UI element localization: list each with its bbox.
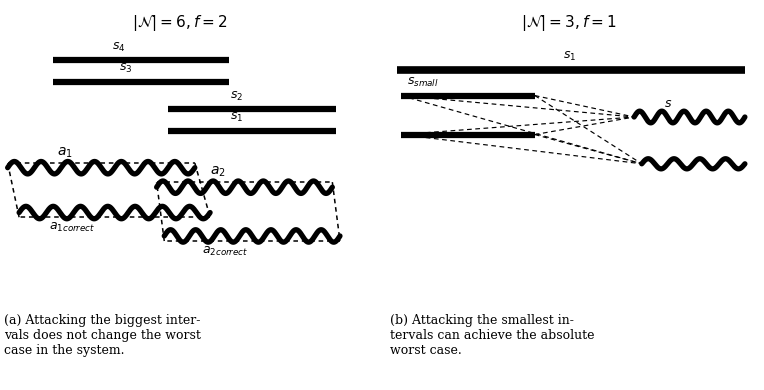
Text: $s$: $s$ — [665, 97, 672, 110]
Text: $s_1$: $s_1$ — [230, 111, 244, 124]
Text: $s_4$: $s_4$ — [112, 41, 125, 54]
Text: (b) Attacking the smallest in-
tervals can achieve the absolute
worst case.: (b) Attacking the smallest in- tervals c… — [390, 314, 594, 357]
Text: $s_3$: $s_3$ — [119, 62, 133, 75]
Text: $s_{small}$: $s_{small}$ — [407, 75, 439, 89]
Text: $a_1$: $a_1$ — [57, 145, 73, 160]
Text: $a_2$: $a_2$ — [210, 165, 225, 179]
Text: $s_1$: $s_1$ — [562, 50, 576, 63]
Text: (a) Attacking the biggest inter-
vals does not change the worst
case in the syst: (a) Attacking the biggest inter- vals do… — [4, 314, 201, 357]
Text: $|\mathcal{N}| = 6, f = 2$: $|\mathcal{N}| = 6, f = 2$ — [132, 13, 227, 34]
Text: $a_{2correct}$: $a_{2correct}$ — [202, 245, 248, 258]
Text: $a_{1correct}$: $a_{1correct}$ — [50, 221, 96, 234]
Text: $|\mathcal{N}| = 3, f = 1$: $|\mathcal{N}| = 3, f = 1$ — [522, 13, 617, 34]
Text: $s_2$: $s_2$ — [230, 89, 244, 103]
